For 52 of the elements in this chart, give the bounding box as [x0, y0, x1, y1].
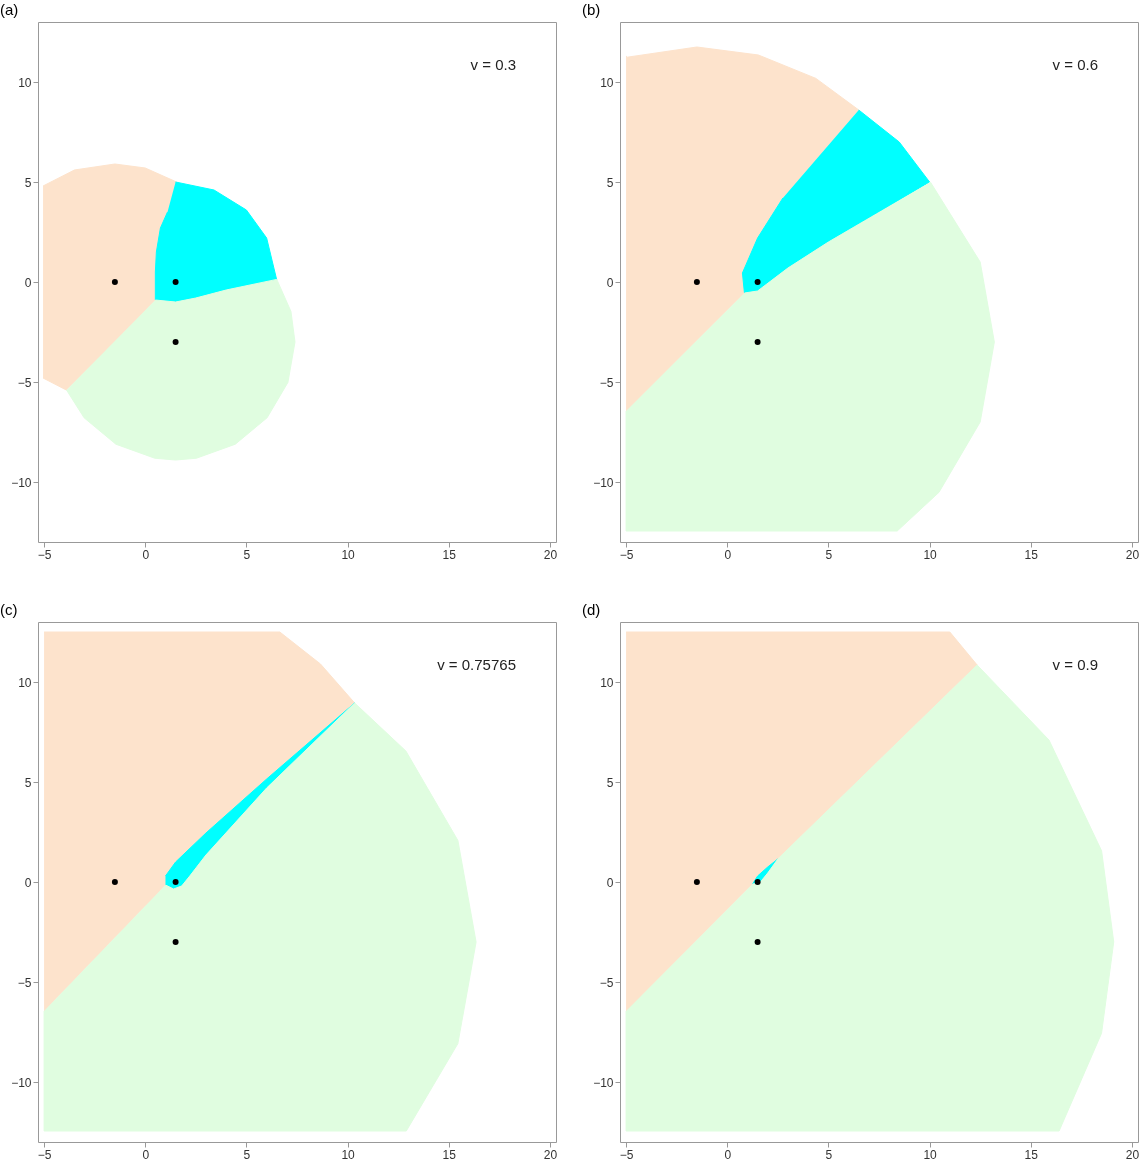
- y-tick-label: −5: [17, 375, 32, 390]
- y-tick-label: 0: [24, 275, 32, 290]
- y-tick-label: 0: [24, 875, 32, 890]
- x-tick-label: 15: [1024, 1147, 1039, 1162]
- y-tick-label: −5: [599, 975, 614, 990]
- x-tick-label: 10: [341, 547, 356, 562]
- x-tick-label: 0: [724, 547, 732, 562]
- annotation: v = 0.75765: [437, 656, 516, 673]
- y-tick-label: 5: [606, 175, 614, 190]
- y-tick-label: −10: [11, 1075, 32, 1090]
- x-tick-label: 5: [825, 1147, 833, 1162]
- y-tick-label: 10: [18, 75, 32, 90]
- x-tick-label: 20: [1125, 547, 1140, 562]
- y-tick-label: 0: [606, 875, 614, 890]
- chart-title: (a): [0, 1, 19, 18]
- chart-title: (d): [582, 601, 601, 618]
- x-tick-label: 20: [543, 547, 558, 562]
- chart-title: (c): [0, 601, 18, 618]
- annotation: v = 0.9: [1052, 656, 1098, 673]
- y-tick-label: −10: [11, 475, 32, 490]
- x-tick-label: 15: [1024, 547, 1039, 562]
- y-tick-label: 0: [606, 275, 614, 290]
- x-tick-label: −5: [619, 547, 634, 562]
- x-tick-label: −5: [37, 547, 52, 562]
- x-tick-label: 20: [1125, 1147, 1140, 1162]
- x-tick-label: 0: [724, 1147, 732, 1162]
- x-tick-label: 20: [543, 1147, 558, 1162]
- y-tick-label: 10: [18, 675, 32, 690]
- x-tick-label: 10: [923, 547, 938, 562]
- x-tick-label: 10: [341, 1147, 356, 1162]
- y-tick-label: 5: [606, 775, 614, 790]
- x-tick-label: 5: [243, 1147, 251, 1162]
- annotation: v = 0.6: [1052, 56, 1098, 73]
- y-tick-label: −5: [599, 375, 614, 390]
- x-tick-label: 0: [142, 547, 150, 562]
- y-tick-label: 10: [600, 675, 614, 690]
- y-tick-label: −5: [17, 975, 32, 990]
- y-tick-label: −10: [593, 1075, 614, 1090]
- x-tick-label: 5: [243, 547, 251, 562]
- y-tick-label: 10: [600, 75, 614, 90]
- x-tick-label: 15: [442, 547, 457, 562]
- chart-title: (b): [582, 1, 601, 18]
- y-tick-label: 5: [24, 775, 32, 790]
- x-tick-label: −5: [619, 1147, 634, 1162]
- annotation: v = 0.3: [470, 56, 516, 73]
- x-tick-label: 0: [142, 1147, 150, 1162]
- x-tick-label: 10: [923, 1147, 938, 1162]
- x-tick-label: 15: [442, 1147, 457, 1162]
- y-tick-label: −10: [593, 475, 614, 490]
- x-tick-label: 5: [825, 547, 833, 562]
- y-tick-label: 5: [24, 175, 32, 190]
- x-tick-label: −5: [37, 1147, 52, 1162]
